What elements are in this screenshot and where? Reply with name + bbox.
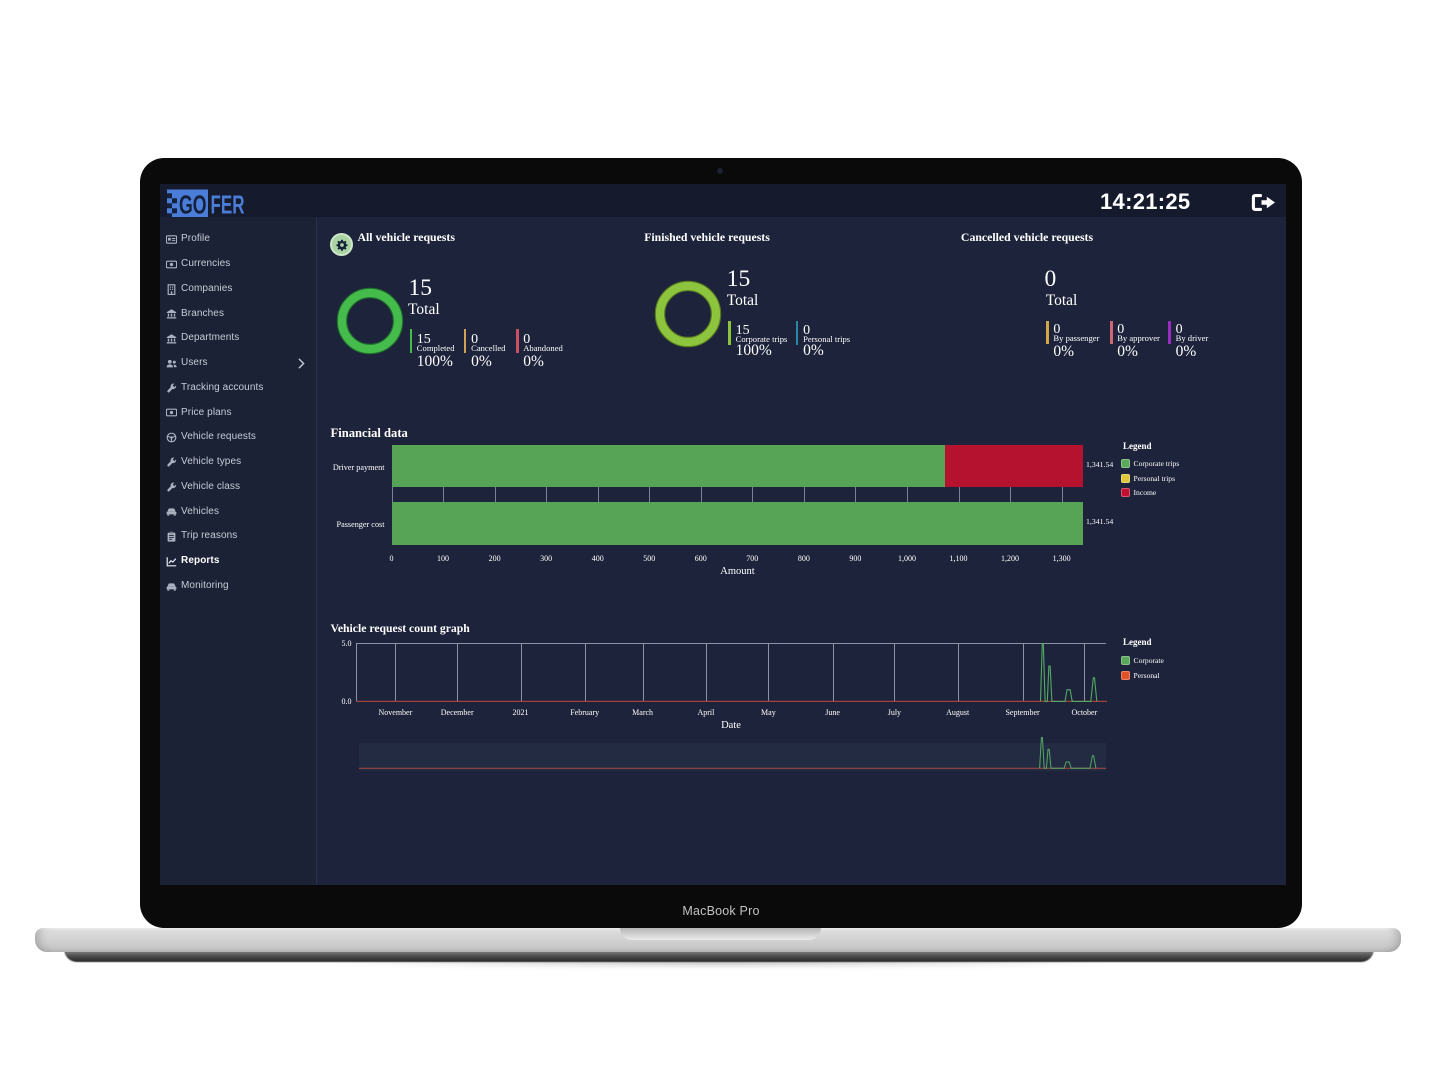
svg-text:GO: GO bbox=[179, 189, 207, 217]
svg-text:FER: FER bbox=[211, 189, 245, 217]
